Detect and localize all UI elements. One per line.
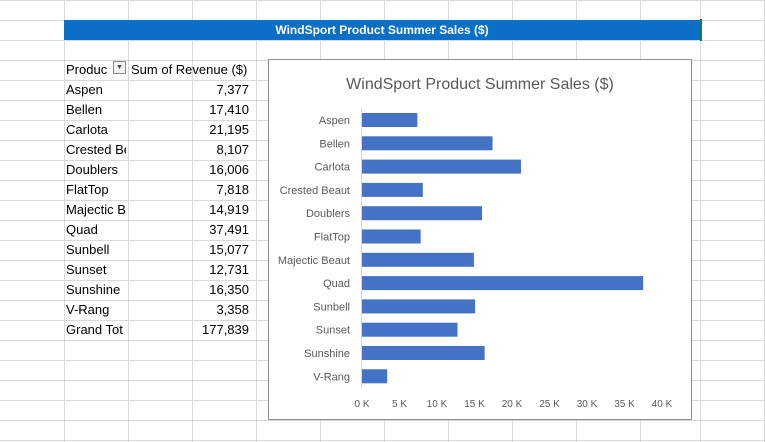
pivot-row-value[interactable]: 21,195 <box>209 122 249 137</box>
chart-tick-label: 5 K <box>392 399 407 410</box>
chevron-down-icon: ▼ <box>116 64 123 71</box>
chart-bar[interactable] <box>362 369 388 384</box>
chart-category-label: Sunshine <box>304 348 350 360</box>
pivot-row-value[interactable]: 12,731 <box>209 262 249 277</box>
chart-category-label: V-Rang <box>313 371 350 383</box>
chart-category-label: Bellen <box>319 138 350 150</box>
chart-canvas: WindSport Product Summer Sales ($) Aspen… <box>278 76 673 410</box>
chart-category-label: Aspen <box>319 115 350 127</box>
pivot-row-value[interactable]: 16,006 <box>209 162 249 177</box>
chart-bar[interactable] <box>362 136 493 151</box>
chart-category-label: Sunbell <box>313 301 350 313</box>
pivot-row-label[interactable]: Bellen <box>66 102 103 117</box>
filter-dropdown-button[interactable]: ▼ <box>113 61 126 74</box>
chart-tick-label: 35 K <box>614 399 635 410</box>
pivot-row-value[interactable]: 37,491 <box>209 222 249 237</box>
active-cell-border <box>700 19 702 41</box>
chart-bar[interactable] <box>362 229 421 244</box>
chart-bar[interactable] <box>362 159 521 174</box>
pivot-row-value[interactable]: 7,377 <box>216 82 249 97</box>
pivot-row-label[interactable]: Sunshine <box>66 282 121 297</box>
bar-chart[interactable]: WindSport Product Summer Sales ($) Aspen… <box>268 59 692 420</box>
chart-tick-label: 30 K <box>577 399 598 410</box>
pivot-row-value[interactable]: 17,410 <box>209 102 249 117</box>
pivot-row-value[interactable]: 16,350 <box>209 282 249 297</box>
chart-tick-label: 15 K <box>464 399 485 410</box>
chart-title[interactable]: WindSport Product Summer Sales ($) <box>346 76 614 93</box>
sheet-title-text: WindSport Product Summer Sales ($) <box>275 23 489 37</box>
chart-bar[interactable] <box>362 252 474 267</box>
pivot-row-label[interactable]: FlatTop <box>66 182 109 197</box>
chart-bar[interactable] <box>362 113 418 127</box>
chart-tick-label: 40 K <box>652 399 673 410</box>
pivot-row-label[interactable]: Crested Be <box>66 142 126 157</box>
chart-category-label: Carlota <box>315 162 351 174</box>
chart-tick-label: 20 K <box>502 399 523 410</box>
chart-category-label: FlatTop <box>314 232 350 244</box>
pivot-row-label[interactable]: Doublers <box>66 162 119 177</box>
pivot-row-label[interactable]: Quad <box>66 222 98 237</box>
pivot-row-value[interactable]: 15,077 <box>209 242 249 257</box>
pivot-row-label[interactable]: Grand Tot <box>66 322 123 337</box>
chart-category-label: Majectic Beaut <box>278 255 350 267</box>
pivot-row-value[interactable]: 14,919 <box>209 202 249 217</box>
chart-bar[interactable] <box>362 299 476 314</box>
chart-bar[interactable] <box>362 322 458 337</box>
chart-category-label: Quad <box>323 278 350 290</box>
chart-tick-label: 25 K <box>539 399 560 410</box>
chart-tick-label: 10 K <box>427 399 448 410</box>
pivot-row-value[interactable]: 177,839 <box>202 322 249 337</box>
chart-tick-label: 0 K <box>354 399 369 410</box>
pivot-row-label[interactable]: V-Rang <box>66 302 110 317</box>
pivot-row-value[interactable]: 8,107 <box>216 142 249 157</box>
chart-category-label: Sunset <box>316 325 350 337</box>
chart-category-label: Doublers <box>306 208 351 220</box>
chart-bar[interactable] <box>362 206 483 221</box>
pivot-row-value[interactable]: 7,818 <box>216 182 249 197</box>
chart-bar[interactable] <box>362 346 485 360</box>
sheet-title-banner[interactable]: WindSport Product Summer Sales ($) <box>64 20 700 40</box>
chart-bar[interactable] <box>362 276 644 291</box>
pivot-values-header[interactable]: Sum of Revenue ($) <box>131 62 248 77</box>
pivot-row-labels-header[interactable]: Produc <box>66 62 108 77</box>
pivot-row-label[interactable]: Sunset <box>66 262 107 277</box>
chart-bar[interactable] <box>362 182 423 197</box>
chart-category-label: Crested Beaut <box>280 185 350 197</box>
pivot-row-value[interactable]: 3,358 <box>216 302 249 317</box>
pivot-row-label[interactable]: Carlota <box>66 122 108 137</box>
pivot-row-label[interactable]: Majectic B <box>66 202 126 217</box>
pivot-row-label[interactable]: Sunbell <box>66 242 110 257</box>
pivot-row-label[interactable]: Aspen <box>66 82 103 97</box>
